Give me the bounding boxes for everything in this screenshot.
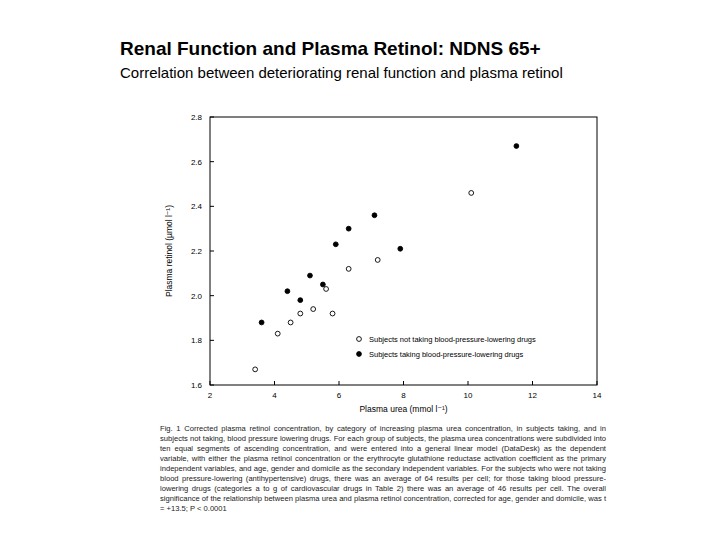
legend-marker (357, 337, 362, 342)
point (285, 289, 290, 294)
x-tick (468, 381, 469, 385)
legend: Subjects not taking blood-pressure-lower… (357, 335, 536, 359)
x-tick-label: 4 (272, 391, 277, 400)
y-tick-label: 1.8 (191, 336, 203, 345)
title: Renal Function and Plasma Retinol: NDNS … (120, 38, 541, 60)
point (298, 298, 303, 303)
y-tick (210, 206, 214, 207)
point (514, 144, 519, 149)
point (288, 320, 293, 325)
point (469, 191, 474, 196)
y-tick-label: 2.8 (191, 113, 203, 122)
y-tick (210, 161, 214, 162)
x-tick (532, 381, 533, 385)
x-tick (210, 381, 211, 385)
x-tick (597, 381, 598, 385)
y-tick-label: 2.0 (191, 292, 203, 301)
y-tick (210, 251, 214, 252)
subtitle: Correlation between deteriorating renal … (120, 64, 563, 81)
caption: Fig. 1 Corrected plasma retinol concentr… (160, 424, 606, 514)
x-tick (274, 381, 275, 385)
point (346, 226, 351, 231)
y-tick (210, 340, 214, 341)
y-tick-label: 1.6 (191, 381, 203, 390)
point (375, 258, 380, 263)
point (311, 307, 316, 312)
point (259, 320, 264, 325)
point (346, 266, 351, 271)
y-tick-label: 2.6 (191, 158, 203, 167)
plot-frame (210, 117, 597, 385)
x-tick-label: 10 (464, 391, 473, 400)
x-tick-label: 2 (208, 391, 213, 400)
x-tick (403, 381, 404, 385)
y-tick (210, 117, 214, 118)
point (275, 331, 280, 336)
point (333, 242, 338, 247)
x-tick-label: 12 (528, 391, 537, 400)
y-tick (210, 385, 214, 386)
x-tick-label: 14 (593, 391, 602, 400)
point (298, 311, 303, 316)
legend-label: Subjects not taking blood-pressure-lower… (369, 335, 536, 344)
x-tick-label: 8 (401, 391, 406, 400)
point (398, 246, 403, 251)
point (253, 367, 258, 372)
point (320, 282, 325, 287)
y-tick (210, 295, 214, 296)
page: Renal Function and Plasma Retinol: NDNS … (0, 0, 720, 540)
chart: 2 4 6 8 10 12 14 1.6 1.8 2.0 2.2 2.4 2.6 2.8 Plasma ur… (0, 0, 720, 540)
y-tick-label: 2.4 (191, 202, 203, 211)
legend-label: Subjects taking blood-pressure-lowering … (369, 350, 523, 359)
point (372, 213, 377, 218)
legend-marker (357, 352, 362, 357)
x-tick (339, 381, 340, 385)
y-tick-label: 2.2 (191, 247, 203, 256)
point (330, 311, 335, 316)
x-axis-label: Plasma urea (mmol l⁻¹) (359, 404, 447, 414)
point (324, 287, 329, 292)
point (308, 273, 313, 278)
y-axis-label: Plasma retinol (µmol l⁻¹) (164, 205, 174, 297)
x-tick-label: 6 (337, 391, 342, 400)
